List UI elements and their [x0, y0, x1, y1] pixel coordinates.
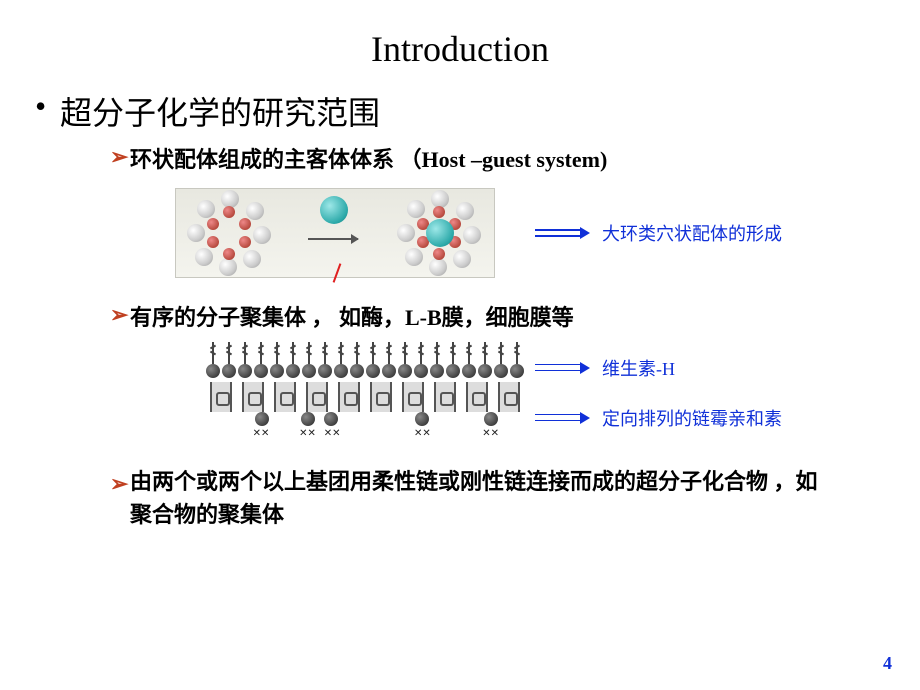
double-arrow-icon — [535, 412, 590, 424]
sub-bullet-1-en: Host –guest system) — [422, 147, 608, 172]
sub-bullet-1-zh: 环状配体组成的主客体体系 （ — [130, 147, 422, 172]
double-arrow-icon — [535, 362, 590, 374]
sub-bullet-1: ➢ 环状配体组成的主客体体系 （Host –guest system) — [0, 142, 920, 174]
host-ring-empty — [191, 194, 269, 272]
annot-vitamin: 维生素-H — [602, 355, 675, 381]
annot-vitamin-zh: 维生素 — [602, 359, 656, 379]
annot-streptavidin-row: 定向排列的链霉亲和素 — [535, 405, 782, 431]
chevron-right-icon: ➢ — [110, 144, 128, 170]
hostguest-diagram — [175, 188, 495, 278]
sub-bullet-2: ➢ 有序的分子聚集体 ， 如酶，L-B膜，细胞膜等 — [0, 300, 920, 332]
slide-title: Introduction — [0, 0, 920, 70]
reaction-arrow-icon — [308, 238, 358, 240]
annot-streptavidin: 定向排列的链霉亲和素 — [602, 405, 782, 431]
annot-vitamin-latin: -H — [656, 359, 675, 379]
chevron-right-icon: ➢ — [110, 302, 128, 328]
host-ring-filled — [401, 194, 479, 272]
guest-ion — [320, 196, 348, 224]
hostguest-figure-row: 大环类穴状配体的形成 — [0, 188, 920, 278]
sub-bullet-3: ➢ 由两个或两个以上基团用柔性链或刚性链连接而成的超分子化合物 ，如聚合物的聚集… — [0, 465, 920, 531]
sub-bullet-2-text: 有序的分子聚集体 ， 如酶，L-B膜，细胞膜等 — [130, 305, 574, 330]
membrane-diagram: ✕✕ ✕✕✕✕ ✕✕ ✕✕ — [205, 340, 525, 445]
annot-vitamin-row: 维生素-H — [535, 355, 782, 381]
main-bullet: 超分子化学的研究范围 — [0, 88, 920, 134]
page-number: 4 — [883, 653, 892, 674]
membrane-figure-row: ✕✕ ✕✕✕✕ ✕✕ ✕✕ 维生素-H 定向排列的链霉亲和素 — [0, 340, 920, 445]
double-arrow-icon — [535, 227, 590, 239]
sub-bullet-3-text: 由两个或两个以上基团用柔性链或刚性链连接而成的超分子化合物 ，如聚合物的聚集体 — [130, 469, 818, 527]
chevron-right-icon: ➢ — [110, 467, 128, 500]
annot-hostguest: 大环类穴状配体的形成 — [602, 220, 782, 246]
